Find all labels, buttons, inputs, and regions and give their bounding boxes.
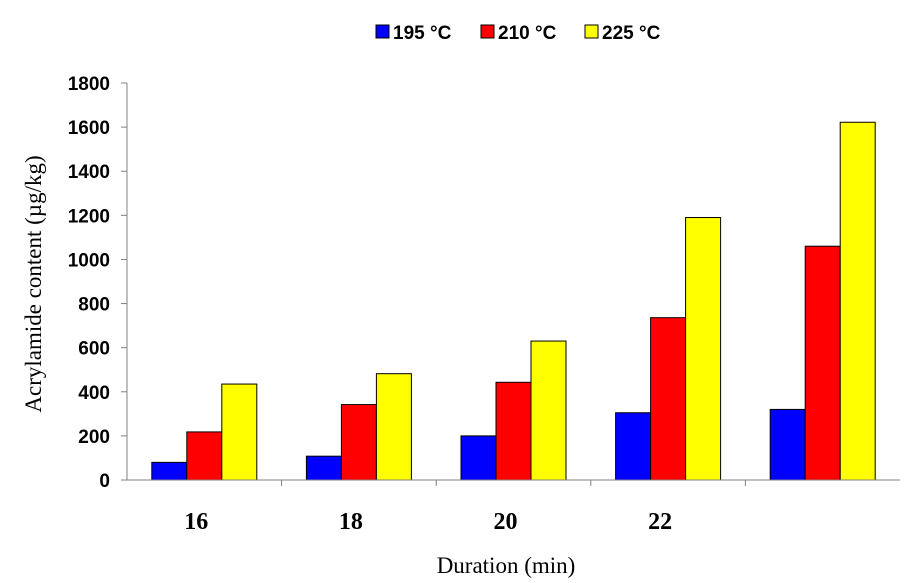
bar-20-195 (460, 435, 497, 481)
bar-18-195 (305, 455, 342, 481)
legend-label-225: 225 °C (602, 23, 661, 44)
x-tick-label: 18 (339, 509, 363, 535)
x-tick-label: 22 (648, 509, 672, 535)
bar-last-225 (839, 121, 876, 481)
y-tick-label: 800 (78, 295, 110, 316)
bar-last-210 (804, 245, 841, 481)
legend: 195 °C 210 °C 225 °C (375, 23, 661, 44)
bar-22-225 (685, 217, 722, 481)
y-axis-ticks: 0 200 400 600 800 1000 1200 1400 1600 1800 (68, 74, 127, 492)
legend-swatch-210 (480, 24, 495, 39)
axes (126, 83, 900, 481)
legend-label-210: 210 °C (498, 23, 557, 44)
x-axis-ticks: 16 18 20 22 (184, 480, 746, 535)
y-tick-label: 0 (99, 471, 110, 492)
x-tick-label: 16 (184, 509, 208, 535)
legend-label-195: 195 °C (393, 23, 452, 44)
bar-16-210 (186, 431, 223, 481)
x-tick-label: 20 (494, 509, 518, 535)
y-tick-label: 1600 (68, 118, 110, 139)
y-tick-label: 1400 (68, 162, 110, 183)
bar-20-225 (530, 340, 567, 481)
bar-20-210 (495, 381, 532, 481)
y-tick-label: 600 (78, 339, 110, 360)
bar-16-195 (151, 461, 188, 481)
y-tick-label: 1000 (68, 250, 110, 271)
y-tick-label: 200 (78, 427, 110, 448)
legend-swatch-225 (584, 24, 599, 39)
bar-18-210 (340, 404, 377, 481)
y-tick-label: 400 (78, 383, 110, 404)
legend-swatch-195 (375, 24, 390, 39)
bar-22-195 (615, 412, 652, 481)
y-axis-title: Acrylamide content (µg/kg) (21, 155, 46, 412)
bars (151, 121, 876, 481)
y-tick-label: 1800 (68, 74, 110, 95)
bar-22-210 (650, 317, 687, 481)
y-tick-label: 1200 (68, 206, 110, 227)
x-axis-title: Duration (min) (437, 553, 576, 578)
bar-last-195 (769, 408, 806, 481)
bar-18-225 (375, 373, 412, 481)
bar-16-225 (221, 383, 258, 481)
